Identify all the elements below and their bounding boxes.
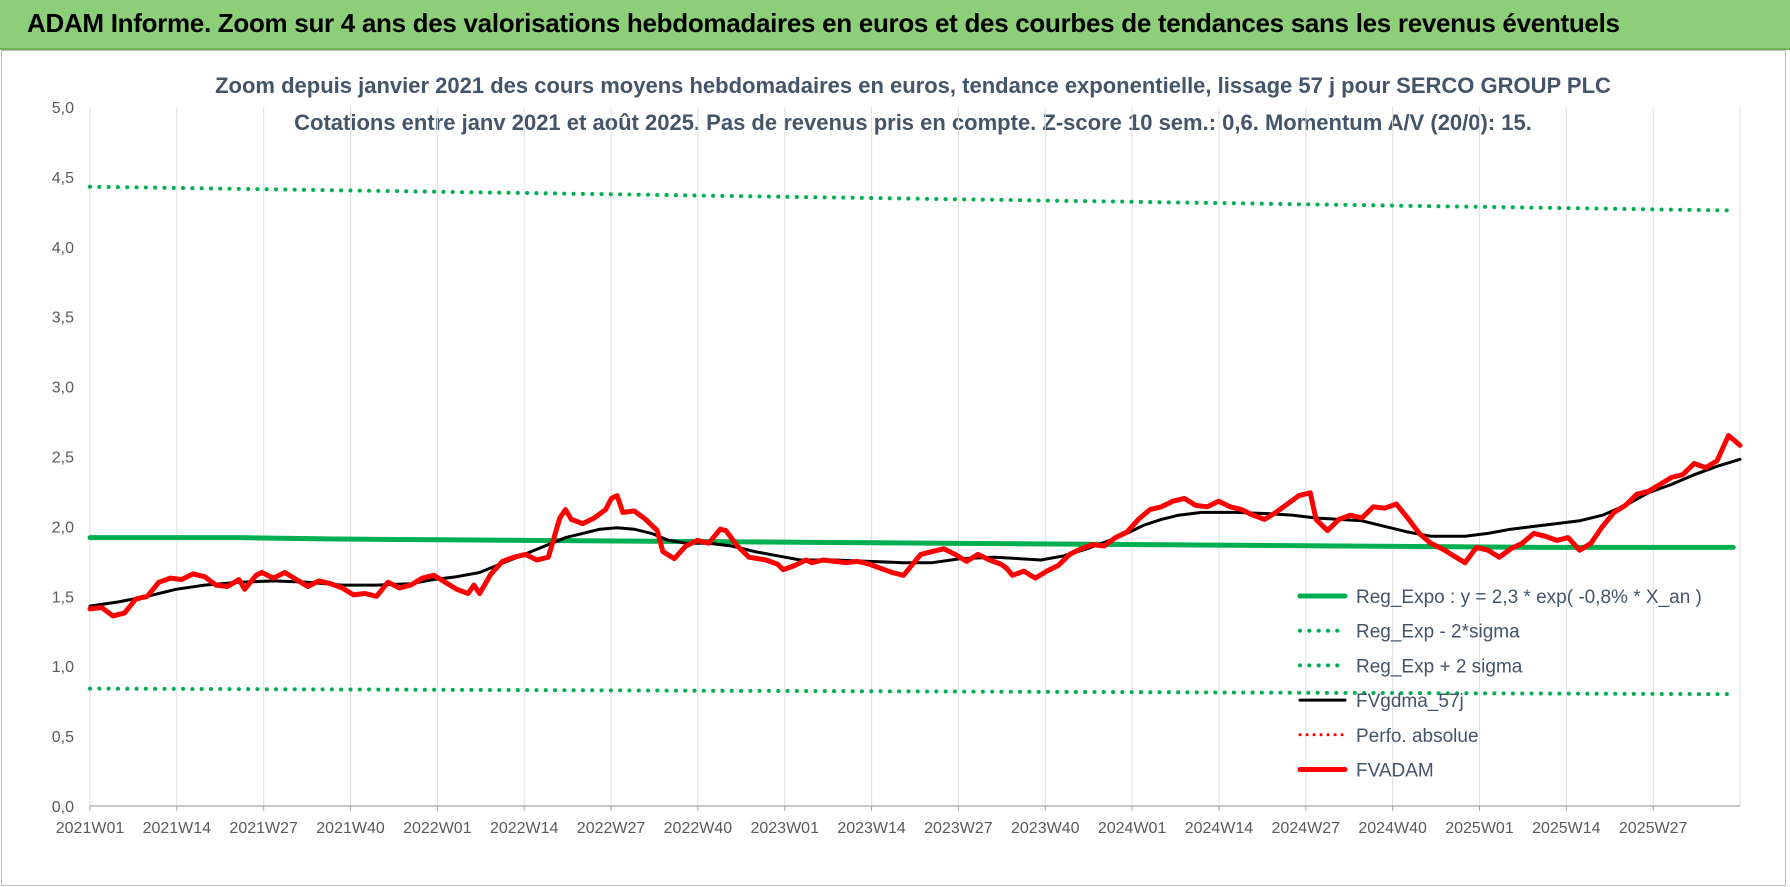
y-tick-label: 1,5 — [52, 589, 74, 606]
y-tick-label: 5,0 — [52, 100, 74, 117]
y-tick-label: 1,0 — [52, 659, 74, 676]
x-tick-label: 2023W01 — [750, 820, 819, 837]
report-title: ADAM Informe. Zoom sur 4 ans des valoris… — [27, 8, 1620, 38]
x-tick-label: 2023W14 — [837, 820, 906, 837]
x-tick-label: 2021W01 — [56, 820, 125, 837]
y-tick-label: 4,5 — [52, 170, 74, 187]
y-tick-label: 2,0 — [52, 519, 74, 536]
x-tick-label: 2025W27 — [1619, 820, 1688, 837]
x-tick-label: 2024W14 — [1185, 820, 1254, 837]
chart-subtitle: Cotations entre janv 2021 et août 2025. … — [294, 110, 1532, 135]
series-line-1 — [88, 686, 1736, 697]
axes: 0,0 0,5 1,0 1,5 2,0 2,5 3,0 3,5 4,0 4,5 5,0 2021W01… — [52, 100, 1740, 837]
x-tick-label: 2025W14 — [1532, 820, 1601, 837]
x-tick-label: 2022W40 — [664, 820, 733, 837]
x-tick-label: 2021W14 — [143, 820, 212, 837]
chart-title: Zoom depuis janvier 2021 des cours moyen… — [215, 73, 1611, 98]
x-tick-label: 2024W27 — [1272, 820, 1341, 837]
x-tick-label: 2023W40 — [1011, 820, 1080, 837]
y-tick-label: 2,5 — [52, 450, 74, 467]
legend-label: FVADAM — [1356, 761, 1434, 782]
legend-label: Reg_Exp + 2 sigma — [1356, 656, 1523, 677]
series-line-2 — [88, 184, 1736, 213]
x-tick-label: 2022W14 — [490, 820, 559, 837]
series-line-5 — [87, 433, 1743, 619]
gridlines — [89, 107, 1741, 806]
y-tick-label: 4,0 — [52, 240, 74, 257]
legend-label: FVgdma_57j — [1356, 691, 1464, 712]
report-banner: ADAM Informe. Zoom sur 4 ans des valoris… — [0, 0, 1790, 50]
x-tick-label: 2022W27 — [577, 820, 646, 837]
y-tick-label: 3,0 — [52, 380, 74, 397]
legend-label: Reg_Exp - 2*sigma — [1356, 622, 1520, 643]
x-tick-label: 2022W01 — [403, 820, 472, 837]
series-line-0 — [87, 535, 1736, 550]
y-tick-label: 3,5 — [52, 310, 74, 327]
y-tick-label: 0,0 — [52, 799, 74, 816]
legend: Reg_Expo : y = 2,3 * exp( -0,8% * X_an )… — [1297, 587, 1702, 782]
x-tick-label: 2024W40 — [1358, 820, 1427, 837]
x-tick-label: 2024W01 — [1098, 820, 1167, 837]
y-tick-label: 0,5 — [52, 729, 74, 746]
chart-frame — [1, 50, 1786, 886]
x-tick-label: 2025W01 — [1445, 820, 1514, 837]
legend-label: Reg_Expo : y = 2,3 * exp( -0,8% * X_an ) — [1356, 587, 1702, 608]
series-layer — [87, 184, 1743, 697]
x-tick-label: 2021W27 — [229, 820, 298, 837]
x-tick-label: 2021W40 — [316, 820, 385, 837]
legend-label: Perfo. absolue — [1356, 726, 1479, 747]
x-tick-label: 2023W27 — [924, 820, 993, 837]
